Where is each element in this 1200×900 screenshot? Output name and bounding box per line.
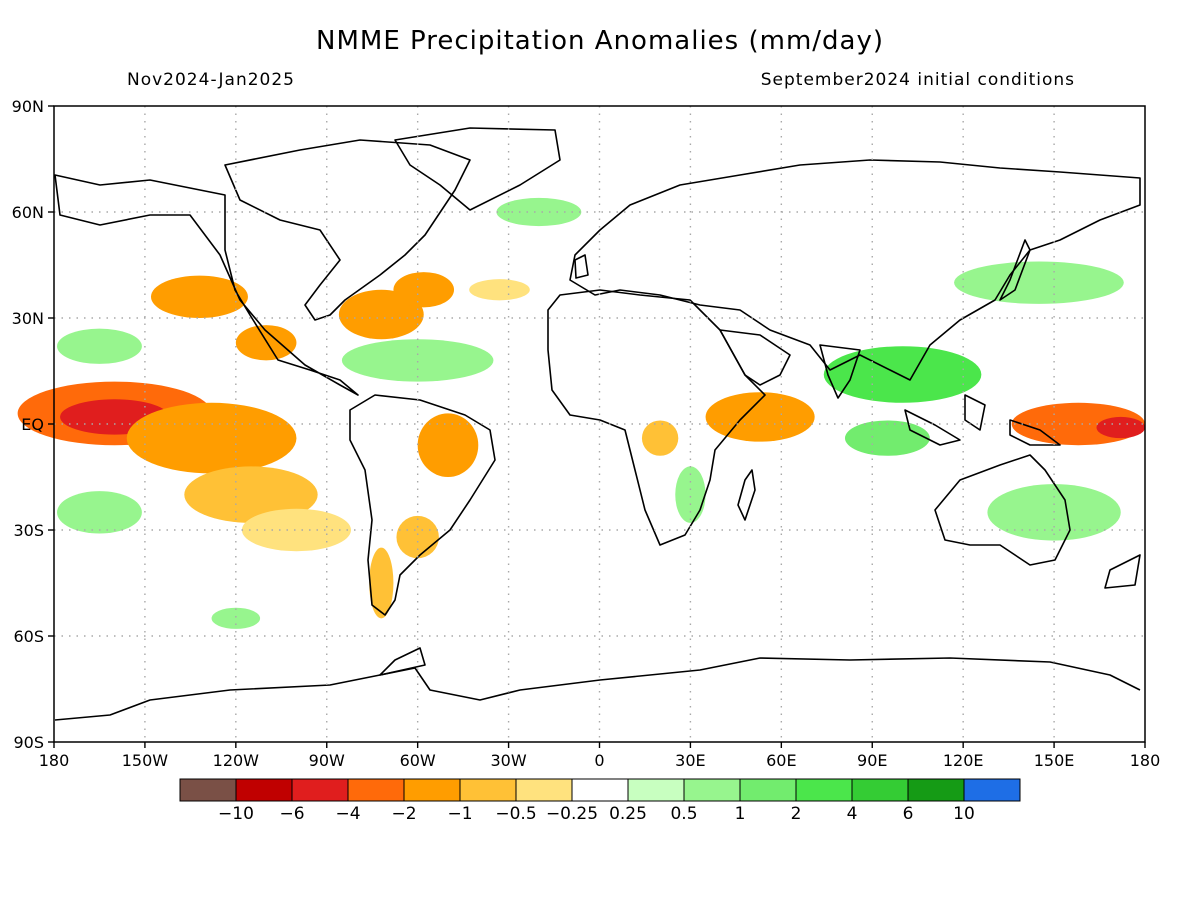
colorbar-label: −10 [218,804,254,824]
colorbar-label: 0.5 [670,804,697,824]
colorbar-swatch [963,778,1021,802]
colorbar-label: 1 [735,804,746,824]
lon-tick-label: 90W [309,751,345,770]
initial-conditions: September2024 initial conditions [760,70,1075,90]
colorbar-swatch [795,778,853,802]
anomaly-region [417,413,479,478]
lat-tick-label: 60S [13,627,44,646]
colorbar-label: 2 [791,804,802,824]
chart-title: NMME Precipitation Anomalies (mm/day) [316,26,884,56]
lat-tick-label: 60N [12,203,44,222]
anomaly-region [150,275,248,318]
lon-tick-label: 60W [400,751,436,770]
anomaly-region [641,420,679,456]
anomaly-region [1096,416,1146,439]
colorbar-swatch [235,778,293,802]
anomaly-region [469,279,530,301]
colorbar-swatch [851,778,909,802]
colorbar-swatch [907,778,965,802]
gridlines [54,106,1145,742]
anomaly-region [675,466,706,523]
lon-tick-label: 0 [594,751,604,770]
lon-tick-label: 30W [490,751,526,770]
colorbar-label: −1 [447,804,472,824]
anomaly-region [184,466,318,523]
coastlines [54,127,1141,721]
colorbar-swatch [683,778,741,802]
anomaly-region [954,261,1124,304]
colorbar: −10 −6 −4 −2 −1 −0.5 −0.25 0.25 0.5 1 2 4 6 10 [179,778,1021,824]
anomaly-region [393,272,455,308]
anomaly-region [235,325,297,361]
colorbar-swatch [515,778,573,802]
lat-tick-label: EQ [21,415,44,434]
anomaly-region [396,515,439,559]
colorbar-label: 0.25 [609,804,647,824]
lon-tick-label: 150E [1034,751,1075,770]
colorbar-swatch [347,778,405,802]
lat-tick-label: 90S [13,733,44,752]
colorbar-label: −0.5 [495,804,536,824]
anomaly-region [496,197,582,227]
lon-tick-label: 150W [122,751,169,770]
lon-tick-label: 90E [857,751,887,770]
anomaly-region [341,339,494,382]
colorbar-swatch [459,778,517,802]
anomaly-region [57,328,142,364]
colorbar-label: −2 [391,804,416,824]
anomaly-region [844,420,930,456]
lon-tick-label: 60E [766,751,796,770]
colorbar-swatch [571,778,629,802]
colorbar-swatch [179,778,237,802]
anomaly-layer [17,197,1146,629]
axis-labels: 180 150W 120W 90W 60W 30W 0 30E 60E 90E 120E 150E 18… [12,97,1161,770]
lon-tick-label: 180 [39,751,70,770]
lon-tick-label: 30E [675,751,705,770]
colorbar-label: 4 [847,804,858,824]
lon-tick-label: 120E [943,751,984,770]
colorbar-swatch [403,778,461,802]
lat-tick-label: 30S [13,521,44,540]
colorbar-label: 6 [903,804,914,824]
lon-tick-label: 120W [213,751,260,770]
anomaly-region [57,491,142,534]
colorbar-label: −6 [279,804,304,824]
colorbar-label: −0.25 [546,804,598,824]
colorbar-swatch [739,778,797,802]
colorbar-label: −4 [335,804,360,824]
anomaly-region [211,607,261,629]
lat-tick-label: 30N [12,309,44,328]
colorbar-swatch [291,778,349,802]
forecast-period: Nov2024-Jan2025 [127,70,295,90]
lon-tick-label: 180 [1130,751,1161,770]
anomaly-region [823,346,982,403]
colorbar-label: 10 [953,804,975,824]
colorbar-swatch [627,778,685,802]
lat-tick-label: 90N [12,97,44,116]
anomaly-region [369,547,394,619]
anomaly-region [241,508,351,552]
anomaly-region [126,402,297,474]
